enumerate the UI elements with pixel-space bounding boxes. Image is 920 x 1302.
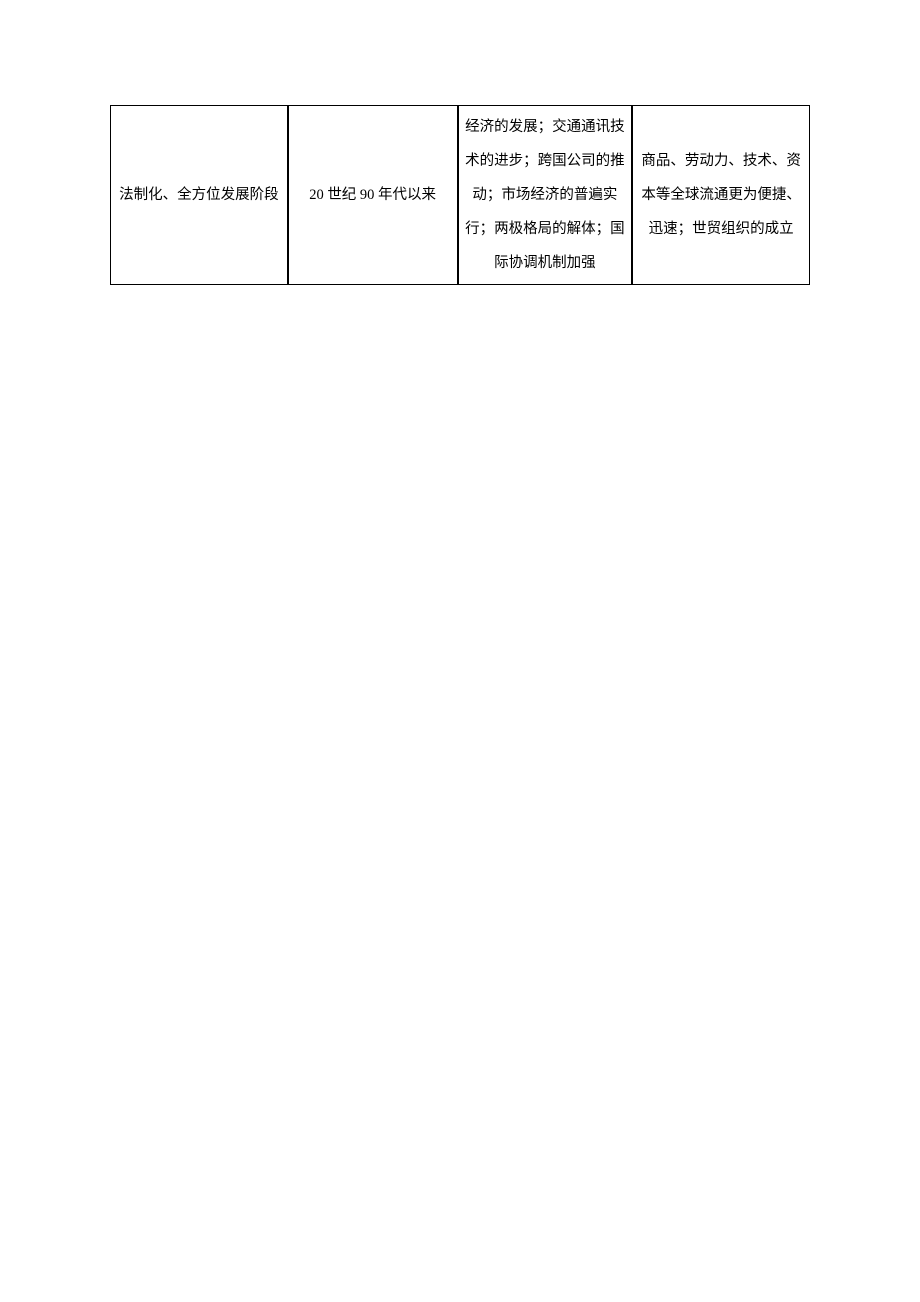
table-row: 法制化、全方位发展阶段 20 世纪 90 年代以来 经济的发展；交通通讯技术的进…	[110, 105, 810, 285]
cell-period: 20 世纪 90 年代以来	[288, 105, 458, 285]
cell-causes: 经济的发展；交通通讯技术的进步；跨国公司的推动；市场经济的普遍实行；两极格局的解…	[458, 105, 633, 285]
cell-stage: 法制化、全方位发展阶段	[110, 105, 288, 285]
cell-text: 商品、劳动力、技术、资本等全球流通更为便捷、迅速；世贸组织的成立	[639, 144, 803, 246]
data-table: 法制化、全方位发展阶段 20 世纪 90 年代以来 经济的发展；交通通讯技术的进…	[110, 105, 810, 285]
cell-features: 商品、劳动力、技术、资本等全球流通更为便捷、迅速；世贸组织的成立	[632, 105, 810, 285]
cell-text: 法制化、全方位发展阶段	[119, 178, 279, 212]
cell-text: 经济的发展；交通通讯技术的进步；跨国公司的推动；市场经济的普遍实行；两极格局的解…	[465, 110, 626, 280]
cell-text: 20 世纪 90 年代以来	[309, 178, 436, 212]
